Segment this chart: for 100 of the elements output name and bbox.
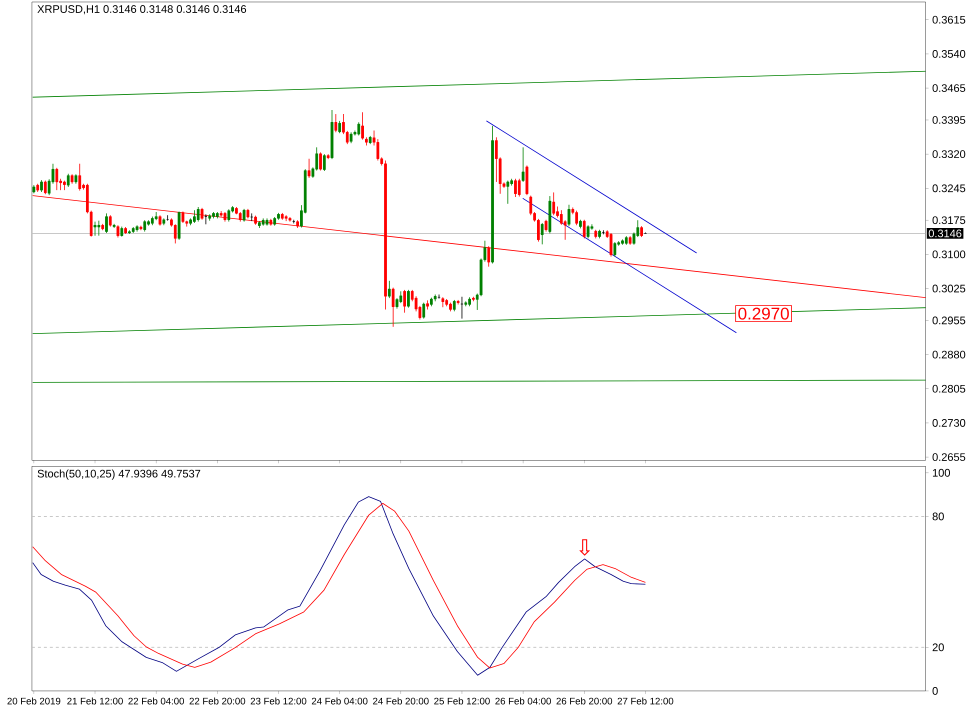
candlestick xyxy=(334,114,338,133)
candlestick xyxy=(399,290,402,304)
candlestick xyxy=(193,210,196,224)
x-tick-label: 27 Feb 12:00 xyxy=(618,698,674,705)
y-tick-label: 0.3465 xyxy=(932,84,966,92)
x-tick-label: 25 Feb 12:00 xyxy=(434,698,490,705)
candlestick xyxy=(322,154,326,172)
candlestick xyxy=(238,212,242,222)
candlestick xyxy=(422,302,426,320)
x-tick-label: 21 Feb 12:00 xyxy=(67,698,123,705)
candlestick xyxy=(552,192,556,216)
candlestick xyxy=(494,136,498,182)
candlestick xyxy=(452,300,456,312)
x-tick-label: 26 Feb 20:00 xyxy=(556,698,612,705)
chart-title: XRPUSD,H1 0.3146 0.3148 0.3146 0.3146 xyxy=(37,5,246,14)
x-tick-label: 22 Feb 04:00 xyxy=(128,698,184,705)
candlestick xyxy=(338,120,342,134)
annotation: 0.2970 xyxy=(738,308,789,320)
candlestick xyxy=(468,296,471,307)
candlestick xyxy=(514,178,517,198)
y-tick-label: 0.2805 xyxy=(932,384,966,393)
x-tick-label: 20 Feb 2019 xyxy=(7,698,60,705)
candlestick xyxy=(120,226,124,238)
candlestick xyxy=(396,298,398,310)
candlestick xyxy=(143,220,146,232)
candlestick xyxy=(506,180,510,204)
candlestick xyxy=(582,219,586,239)
candlestick xyxy=(40,180,43,192)
candlestick xyxy=(94,221,96,236)
candlestick xyxy=(78,163,82,192)
candlestick xyxy=(610,232,612,258)
candlestick xyxy=(63,180,66,191)
chart-title: Stoch(50,10,25) 47.9396 49.7537 xyxy=(38,470,200,480)
y-tick-label: 20 xyxy=(932,643,944,652)
candlestick xyxy=(350,132,353,144)
y-tick-label: 0.2655 xyxy=(932,453,966,462)
candlestick xyxy=(224,212,226,222)
candlestick xyxy=(227,208,230,222)
candlestick xyxy=(560,210,563,226)
candlestick xyxy=(70,174,74,184)
y-tick-label: 100 xyxy=(932,468,950,477)
y-tick-label: 0.3025 xyxy=(932,284,966,292)
x-tick-label: 22 Feb 20:00 xyxy=(190,698,246,705)
candlestick xyxy=(407,290,410,308)
y-tick-label: 0.2730 xyxy=(932,419,966,427)
candlestick xyxy=(586,224,590,239)
candlestick xyxy=(174,224,177,244)
x-tick-label: 24 Feb 20:00 xyxy=(373,698,429,705)
candlestick xyxy=(105,213,108,234)
candlestick xyxy=(74,174,78,184)
candlestick xyxy=(158,214,162,226)
candlestick xyxy=(388,280,391,299)
candlestick xyxy=(196,206,200,222)
y-tick-label: 0.3245 xyxy=(932,184,966,192)
candlestick xyxy=(441,296,444,308)
annotation: ⇩ xyxy=(579,539,590,556)
candlestick xyxy=(200,208,204,220)
x-tick-label: 24 Feb 04:00 xyxy=(312,698,368,705)
candlestick xyxy=(518,178,521,197)
candlestick xyxy=(392,287,395,328)
candlestick xyxy=(204,214,208,225)
candlestick xyxy=(254,215,257,226)
ref-line-label: 0.3146 xyxy=(928,230,962,238)
candlestick xyxy=(97,220,100,236)
y-tick-label: 0.3540 xyxy=(932,50,966,58)
y-tick-label: 0.3175 xyxy=(932,216,966,224)
y-tick-label: 0.2955 xyxy=(932,316,966,324)
y-tick-label: 0.3615 xyxy=(932,16,966,24)
candlestick xyxy=(44,180,47,195)
y-tick-label: 0.2880 xyxy=(932,350,966,359)
candlestick xyxy=(116,224,120,238)
x-tick-label: 23 Feb 12:00 xyxy=(250,698,306,705)
y-tick-label: 80 xyxy=(932,512,944,520)
candlestick xyxy=(308,158,310,178)
candlestick xyxy=(403,290,406,314)
candlestick xyxy=(426,300,429,310)
y-tick-label: 0.3100 xyxy=(932,250,966,258)
candlestick xyxy=(544,219,548,232)
candlestick xyxy=(361,112,364,140)
candlestick xyxy=(66,173,70,188)
candlestick xyxy=(357,122,360,136)
candlestick xyxy=(613,242,616,258)
candlestick xyxy=(575,210,578,226)
candlestick xyxy=(242,208,246,222)
candlestick xyxy=(540,222,544,245)
candlestick xyxy=(522,146,525,182)
candlestick xyxy=(182,211,184,224)
y-tick-label: 0 xyxy=(932,687,938,695)
candlestick xyxy=(568,204,570,227)
x-tick-label: 26 Feb 04:00 xyxy=(495,698,551,705)
y-tick-label: 0.3395 xyxy=(932,116,966,124)
candlestick xyxy=(108,214,112,228)
candlestick xyxy=(376,138,380,161)
candlestick xyxy=(319,152,322,171)
candlestick xyxy=(602,230,605,235)
y-tick-label: 0.3320 xyxy=(932,150,966,158)
candlestick xyxy=(640,226,643,238)
candlestick xyxy=(246,208,250,219)
candlestick xyxy=(55,167,58,191)
candlestick xyxy=(487,246,490,268)
